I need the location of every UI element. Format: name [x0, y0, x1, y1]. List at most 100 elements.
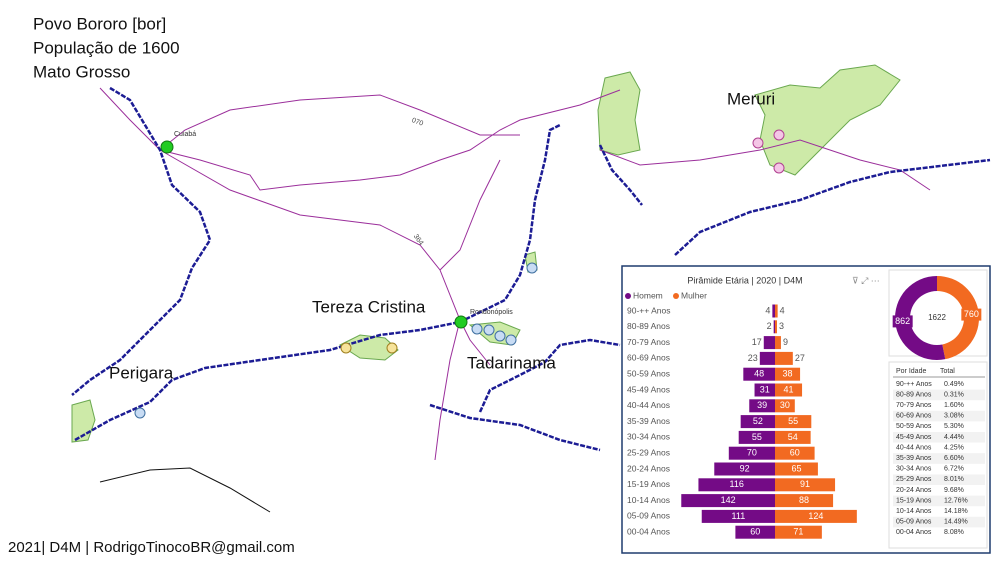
category-label: 50-59 Anos	[627, 368, 670, 378]
toolbar[interactable]: ⊽ ⤢ ⋯	[852, 275, 880, 285]
river	[71, 86, 212, 396]
river	[74, 123, 561, 442]
village-marker	[134, 407, 146, 419]
value-label: 2	[767, 321, 772, 331]
river	[478, 338, 621, 413]
village-marker	[483, 324, 495, 336]
region	[597, 71, 641, 156]
value-label: 30	[780, 400, 790, 410]
footer: 2021| D4M | RodrigoTinocoBR@gmail.com	[8, 539, 295, 556]
road	[434, 319, 461, 461]
bar	[775, 415, 812, 429]
value-label: 54	[788, 432, 798, 442]
bar	[754, 383, 775, 397]
value-label: 92	[740, 463, 750, 473]
legend-swatch	[625, 293, 631, 299]
value-label: 48	[754, 369, 764, 379]
chart-title: Pirâmide Etária | 2020 | D4M	[687, 275, 802, 285]
bar	[740, 415, 775, 429]
bar	[775, 430, 811, 444]
value-label: 60	[790, 448, 800, 458]
bar	[775, 351, 793, 365]
table-cell: 4.25%	[944, 444, 964, 451]
road-label: 070	[411, 117, 424, 128]
table-cell: 8.08%	[944, 529, 964, 536]
header-line: População de 1600	[33, 38, 180, 57]
donut-total: 1622	[928, 313, 946, 322]
table-cell: 05-09 Anos	[896, 519, 932, 526]
table-cell: 6.60%	[944, 455, 964, 462]
table-cell: 20-24 Anos	[896, 487, 932, 494]
row-band	[893, 432, 985, 443]
markers	[134, 262, 538, 419]
table-cell: 8.01%	[944, 476, 964, 483]
row-band	[893, 474, 985, 485]
bar	[775, 478, 836, 492]
row-band	[893, 516, 985, 528]
bar	[701, 509, 775, 523]
bar	[728, 446, 775, 460]
value-label: 4	[765, 305, 770, 315]
value-label: 38	[783, 369, 793, 379]
bar	[775, 446, 815, 460]
row-band	[893, 389, 985, 401]
value-label: 91	[800, 479, 810, 489]
bar	[763, 336, 775, 350]
value-label: 71	[793, 527, 803, 537]
bar	[775, 383, 803, 397]
table-cell: 15-19 Anos	[896, 497, 932, 504]
city-marker	[160, 140, 174, 154]
road-label: 364	[412, 233, 424, 247]
legend-label: Mulher	[681, 290, 707, 300]
map: Cuiabá Rondonópolis 070 364 Meruri Terez…	[71, 64, 991, 513]
markers	[340, 342, 398, 354]
place-label: Meruri	[727, 89, 775, 108]
bar	[775, 509, 857, 523]
road	[439, 159, 501, 271]
village-marker	[505, 334, 517, 346]
bar	[775, 320, 777, 334]
bar	[743, 367, 775, 381]
city-label: Rondonópolis	[470, 309, 513, 316]
region	[338, 334, 399, 361]
table-cell: 45-49 Anos	[896, 434, 932, 441]
value-label: 55	[788, 416, 798, 426]
village-marker	[340, 342, 352, 354]
place-label: Perigara	[109, 363, 174, 382]
bar	[749, 399, 775, 413]
value-label: 55	[752, 432, 762, 442]
table-cell: 0.31%	[944, 391, 964, 398]
bar	[738, 430, 775, 444]
value-label: 70	[747, 448, 757, 458]
village-marker	[494, 330, 506, 342]
bar	[775, 462, 818, 476]
bar	[775, 494, 834, 508]
legend-swatch	[673, 293, 679, 299]
bar	[681, 494, 775, 508]
river	[429, 403, 601, 452]
village-marker	[526, 262, 538, 274]
category-label: 80-89 Anos	[627, 321, 670, 331]
table-cell: 10-14 Anos	[896, 508, 932, 515]
table-cell: 25-29 Anos	[896, 476, 932, 483]
table-cell: 9.68%	[944, 487, 964, 494]
value-label: 9	[783, 337, 788, 347]
category-label: 30-34 Anos	[627, 432, 670, 442]
label-box	[961, 308, 982, 321]
category-label: 25-29 Anos	[627, 447, 670, 457]
value-label: 862	[895, 316, 910, 326]
category-label: 90-++ Anos	[627, 305, 670, 315]
label-box	[892, 315, 913, 328]
region	[754, 64, 901, 176]
river	[674, 158, 991, 256]
bar	[698, 478, 775, 492]
bar	[775, 525, 822, 539]
value-label: 65	[791, 463, 801, 473]
place-label: Tereza Cristina	[312, 297, 426, 316]
table-cell: 00-04 Anos	[896, 529, 932, 536]
category-label: 15-19 Anos	[627, 479, 670, 489]
value-label: 142	[721, 495, 736, 505]
bar	[714, 462, 775, 476]
category-label: 45-49 Anos	[627, 384, 670, 394]
village-marker	[471, 323, 483, 335]
